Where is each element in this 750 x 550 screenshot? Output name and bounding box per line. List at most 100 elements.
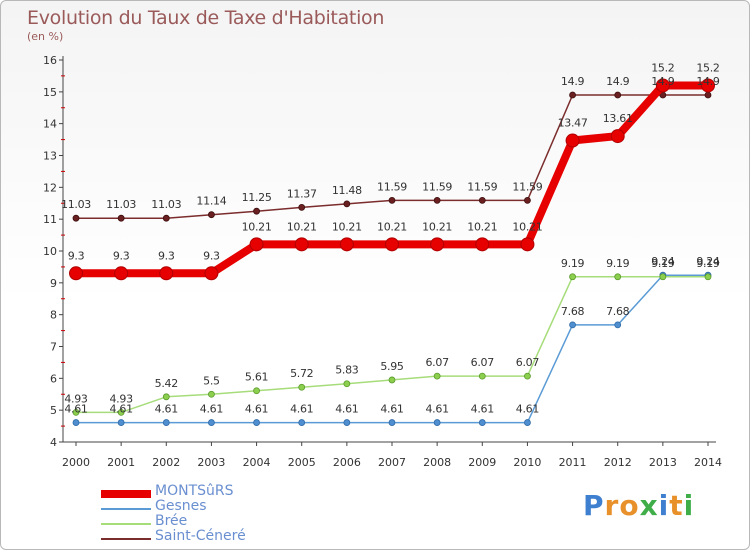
data-point-bree [614, 273, 622, 281]
data-point-gesnes [253, 419, 260, 426]
data-label-saint-cenere: 11.25 [242, 191, 272, 204]
x-tick-label: 2001 [107, 456, 135, 469]
data-label-gesnes: 9.24 [696, 255, 720, 268]
legend-label: Saint-Céneré [155, 528, 246, 544]
data-point-montsurs [520, 237, 535, 252]
series-line-gesnes [75, 274, 709, 424]
data-label-montsurs: 9.3 [203, 249, 220, 262]
legend-swatch [101, 538, 151, 540]
data-label-saint-cenere: 11.59 [512, 180, 542, 193]
data-label-bree: 4.93 [64, 392, 88, 405]
data-label-bree: 5.72 [290, 367, 313, 380]
data-label-saint-cenere: 11.59 [377, 180, 407, 193]
data-label-gesnes: 4.61 [109, 403, 132, 416]
data-label-montsurs: 9.3 [113, 249, 130, 262]
x-tick-label: 2009 [468, 456, 496, 469]
data-point-bree [162, 393, 170, 401]
data-label-bree: 9.19 [651, 257, 675, 270]
data-point-bree [117, 408, 125, 416]
data-label-bree: 9.19 [561, 257, 585, 270]
data-point-gesnes [388, 419, 396, 426]
data-point-montsurs [565, 133, 580, 148]
data-label-gesnes: 4.61 [471, 403, 494, 416]
legend-label: Gesnes [155, 498, 207, 514]
data-point-gesnes [117, 419, 125, 426]
data-point-montsurs [159, 266, 174, 281]
legend-swatch [101, 490, 151, 498]
series-line-bree [75, 276, 709, 414]
data-label-montsurs: 10.21 [422, 220, 452, 233]
legend-swatch [101, 523, 151, 525]
y-tick-label: 7 [50, 341, 57, 354]
y-tick-label: 13 [43, 150, 57, 163]
y-tick-label: 8 [50, 309, 57, 322]
data-label-bree: 5.83 [335, 364, 359, 377]
data-point-gesnes [478, 419, 486, 426]
data-point-gesnes [343, 419, 351, 426]
x-tick-label: 2013 [649, 456, 677, 469]
x-tick-label: 2003 [197, 456, 225, 469]
x-tick-label: 2010 [513, 456, 541, 469]
data-label-gesnes: 4.61 [64, 403, 87, 416]
logo-letter: r [604, 489, 620, 522]
data-point-saint-cenere [388, 196, 396, 204]
data-point-saint-cenere [72, 214, 80, 222]
data-label-gesnes: 4.61 [380, 403, 403, 416]
data-point-montsurs [655, 78, 670, 93]
data-label-bree: 5.42 [155, 377, 178, 390]
x-tick-label: 2008 [423, 456, 451, 469]
data-point-montsurs [249, 237, 264, 252]
data-label-montsurs: 15.2 [696, 61, 719, 74]
data-point-saint-cenere [433, 196, 441, 204]
legend-swatch [101, 508, 151, 510]
data-label-bree: 6.07 [516, 356, 540, 369]
data-point-bree [298, 383, 306, 391]
data-label-montsurs: 10.21 [242, 220, 272, 233]
data-label-montsurs: 13.47 [558, 117, 588, 130]
data-point-montsurs [701, 78, 715, 93]
data-point-gesnes [72, 419, 80, 426]
data-point-montsurs [204, 266, 219, 281]
y-tick-label: 11 [43, 213, 57, 226]
data-point-bree [208, 390, 215, 398]
chart-title: Evolution du Taux de Taxe d'Habitation [27, 7, 385, 29]
data-point-gesnes [569, 321, 576, 329]
data-label-saint-cenere: 14.9 [651, 75, 675, 88]
data-point-bree [524, 372, 531, 380]
logo-letter: x [639, 489, 659, 522]
x-tick-label: 2002 [152, 456, 180, 469]
data-point-bree [478, 372, 486, 380]
data-label-saint-cenere: 11.59 [467, 180, 497, 193]
data-label-gesnes: 4.61 [425, 403, 448, 416]
data-point-saint-cenere [117, 214, 125, 222]
y-tick-label: 12 [43, 181, 57, 194]
x-tick-label: 2011 [559, 456, 587, 469]
logo-letter: i [683, 489, 695, 522]
data-label-gesnes: 4.61 [335, 403, 358, 416]
data-point-gesnes [524, 419, 531, 426]
data-point-bree [343, 380, 351, 388]
data-point-saint-cenere [569, 91, 576, 99]
x-tick-label: 2006 [333, 456, 361, 469]
data-label-saint-cenere: 11.03 [61, 198, 91, 211]
data-label-saint-cenere: 14.9 [696, 75, 720, 88]
data-point-montsurs [475, 237, 490, 252]
x-tick-label: 2005 [288, 456, 316, 469]
y-tick-label: 4 [50, 436, 57, 449]
logo-letter: P [583, 489, 605, 522]
data-label-bree: 5.61 [245, 371, 268, 384]
data-label-bree: 4.93 [109, 392, 133, 405]
data-label-bree: 5.95 [380, 360, 404, 373]
data-point-saint-cenere [478, 196, 486, 204]
data-point-gesnes [614, 321, 622, 329]
data-point-bree [72, 408, 80, 416]
data-label-gesnes: 4.61 [290, 403, 313, 416]
data-label-saint-cenere: 11.59 [422, 180, 452, 193]
y-tick-label: 16 [43, 54, 57, 67]
data-label-bree: 6.07 [471, 356, 495, 369]
data-label-gesnes: 4.61 [516, 403, 539, 416]
data-point-gesnes [208, 419, 215, 426]
logo-letter: i [658, 489, 670, 522]
data-point-gesnes [298, 419, 306, 426]
y-tick-label: 9 [50, 277, 57, 290]
